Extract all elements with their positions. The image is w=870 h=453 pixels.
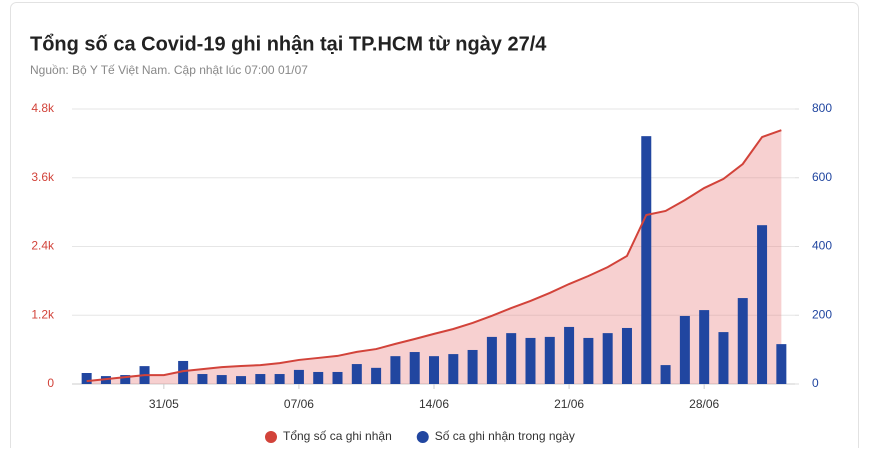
y-tick-label: 1.2k bbox=[31, 307, 55, 321]
area bbox=[86, 130, 782, 384]
bar bbox=[332, 371, 343, 384]
bar bbox=[274, 374, 285, 384]
y2-tick-label: 800 bbox=[812, 101, 832, 115]
bar bbox=[564, 326, 575, 384]
legend-marker bbox=[265, 431, 277, 443]
bar bbox=[486, 336, 497, 384]
chart-subtitle: Nguồn: Bộ Y Tế Việt Nam. Cập nhật lúc 07… bbox=[30, 63, 308, 77]
bar bbox=[255, 374, 266, 384]
x-tick-label: 07/06 bbox=[284, 397, 314, 411]
bar bbox=[216, 375, 227, 384]
bar bbox=[448, 354, 459, 384]
legend-marker bbox=[416, 431, 429, 443]
bar bbox=[178, 360, 189, 384]
chart-title: Tổng số ca Covid-19 ghi nhận tại TP.HCM … bbox=[30, 33, 547, 55]
bar bbox=[429, 356, 439, 384]
bar bbox=[621, 327, 632, 384]
bar bbox=[583, 337, 594, 384]
bar bbox=[544, 336, 555, 384]
bar bbox=[641, 136, 652, 384]
bar bbox=[660, 365, 671, 384]
y2-tick-label: 0 bbox=[812, 376, 819, 390]
x-tick-label: 14/06 bbox=[419, 397, 449, 411]
x-tick-label: 31/05 bbox=[149, 397, 179, 411]
y2-tick-label: 600 bbox=[812, 170, 832, 184]
bar bbox=[757, 225, 768, 384]
line bbox=[86, 129, 782, 383]
bar bbox=[409, 352, 420, 384]
bar bbox=[371, 367, 382, 384]
bar bbox=[293, 369, 304, 384]
y2-tick-label: 200 bbox=[812, 307, 832, 321]
bar bbox=[120, 375, 131, 384]
bar bbox=[718, 332, 729, 384]
x-tick-label: 21/06 bbox=[554, 397, 584, 411]
bar bbox=[602, 333, 613, 384]
y-tick-label: 2.4k bbox=[31, 239, 55, 253]
bar bbox=[699, 310, 710, 384]
y2-tick-label: 400 bbox=[812, 239, 832, 253]
bar bbox=[776, 344, 787, 384]
y-tick-label: 4.8k bbox=[31, 101, 55, 115]
bar bbox=[81, 373, 92, 384]
bar bbox=[390, 356, 401, 384]
x-tick-label: 28/06 bbox=[689, 397, 719, 411]
bar bbox=[506, 333, 517, 384]
y-tick-label: 3.6k bbox=[31, 170, 55, 184]
legend-label: Số ca ghi nhận trong ngày bbox=[435, 429, 575, 443]
legend-label: Tổng số ca ghi nhận bbox=[283, 429, 392, 443]
bar bbox=[525, 337, 536, 384]
bar bbox=[313, 371, 324, 384]
bar bbox=[467, 349, 478, 384]
bar bbox=[679, 315, 690, 384]
bar bbox=[737, 298, 748, 384]
bar bbox=[197, 374, 208, 384]
bar bbox=[236, 376, 247, 384]
bar bbox=[351, 364, 362, 384]
y-tick-label: 0 bbox=[47, 376, 54, 390]
